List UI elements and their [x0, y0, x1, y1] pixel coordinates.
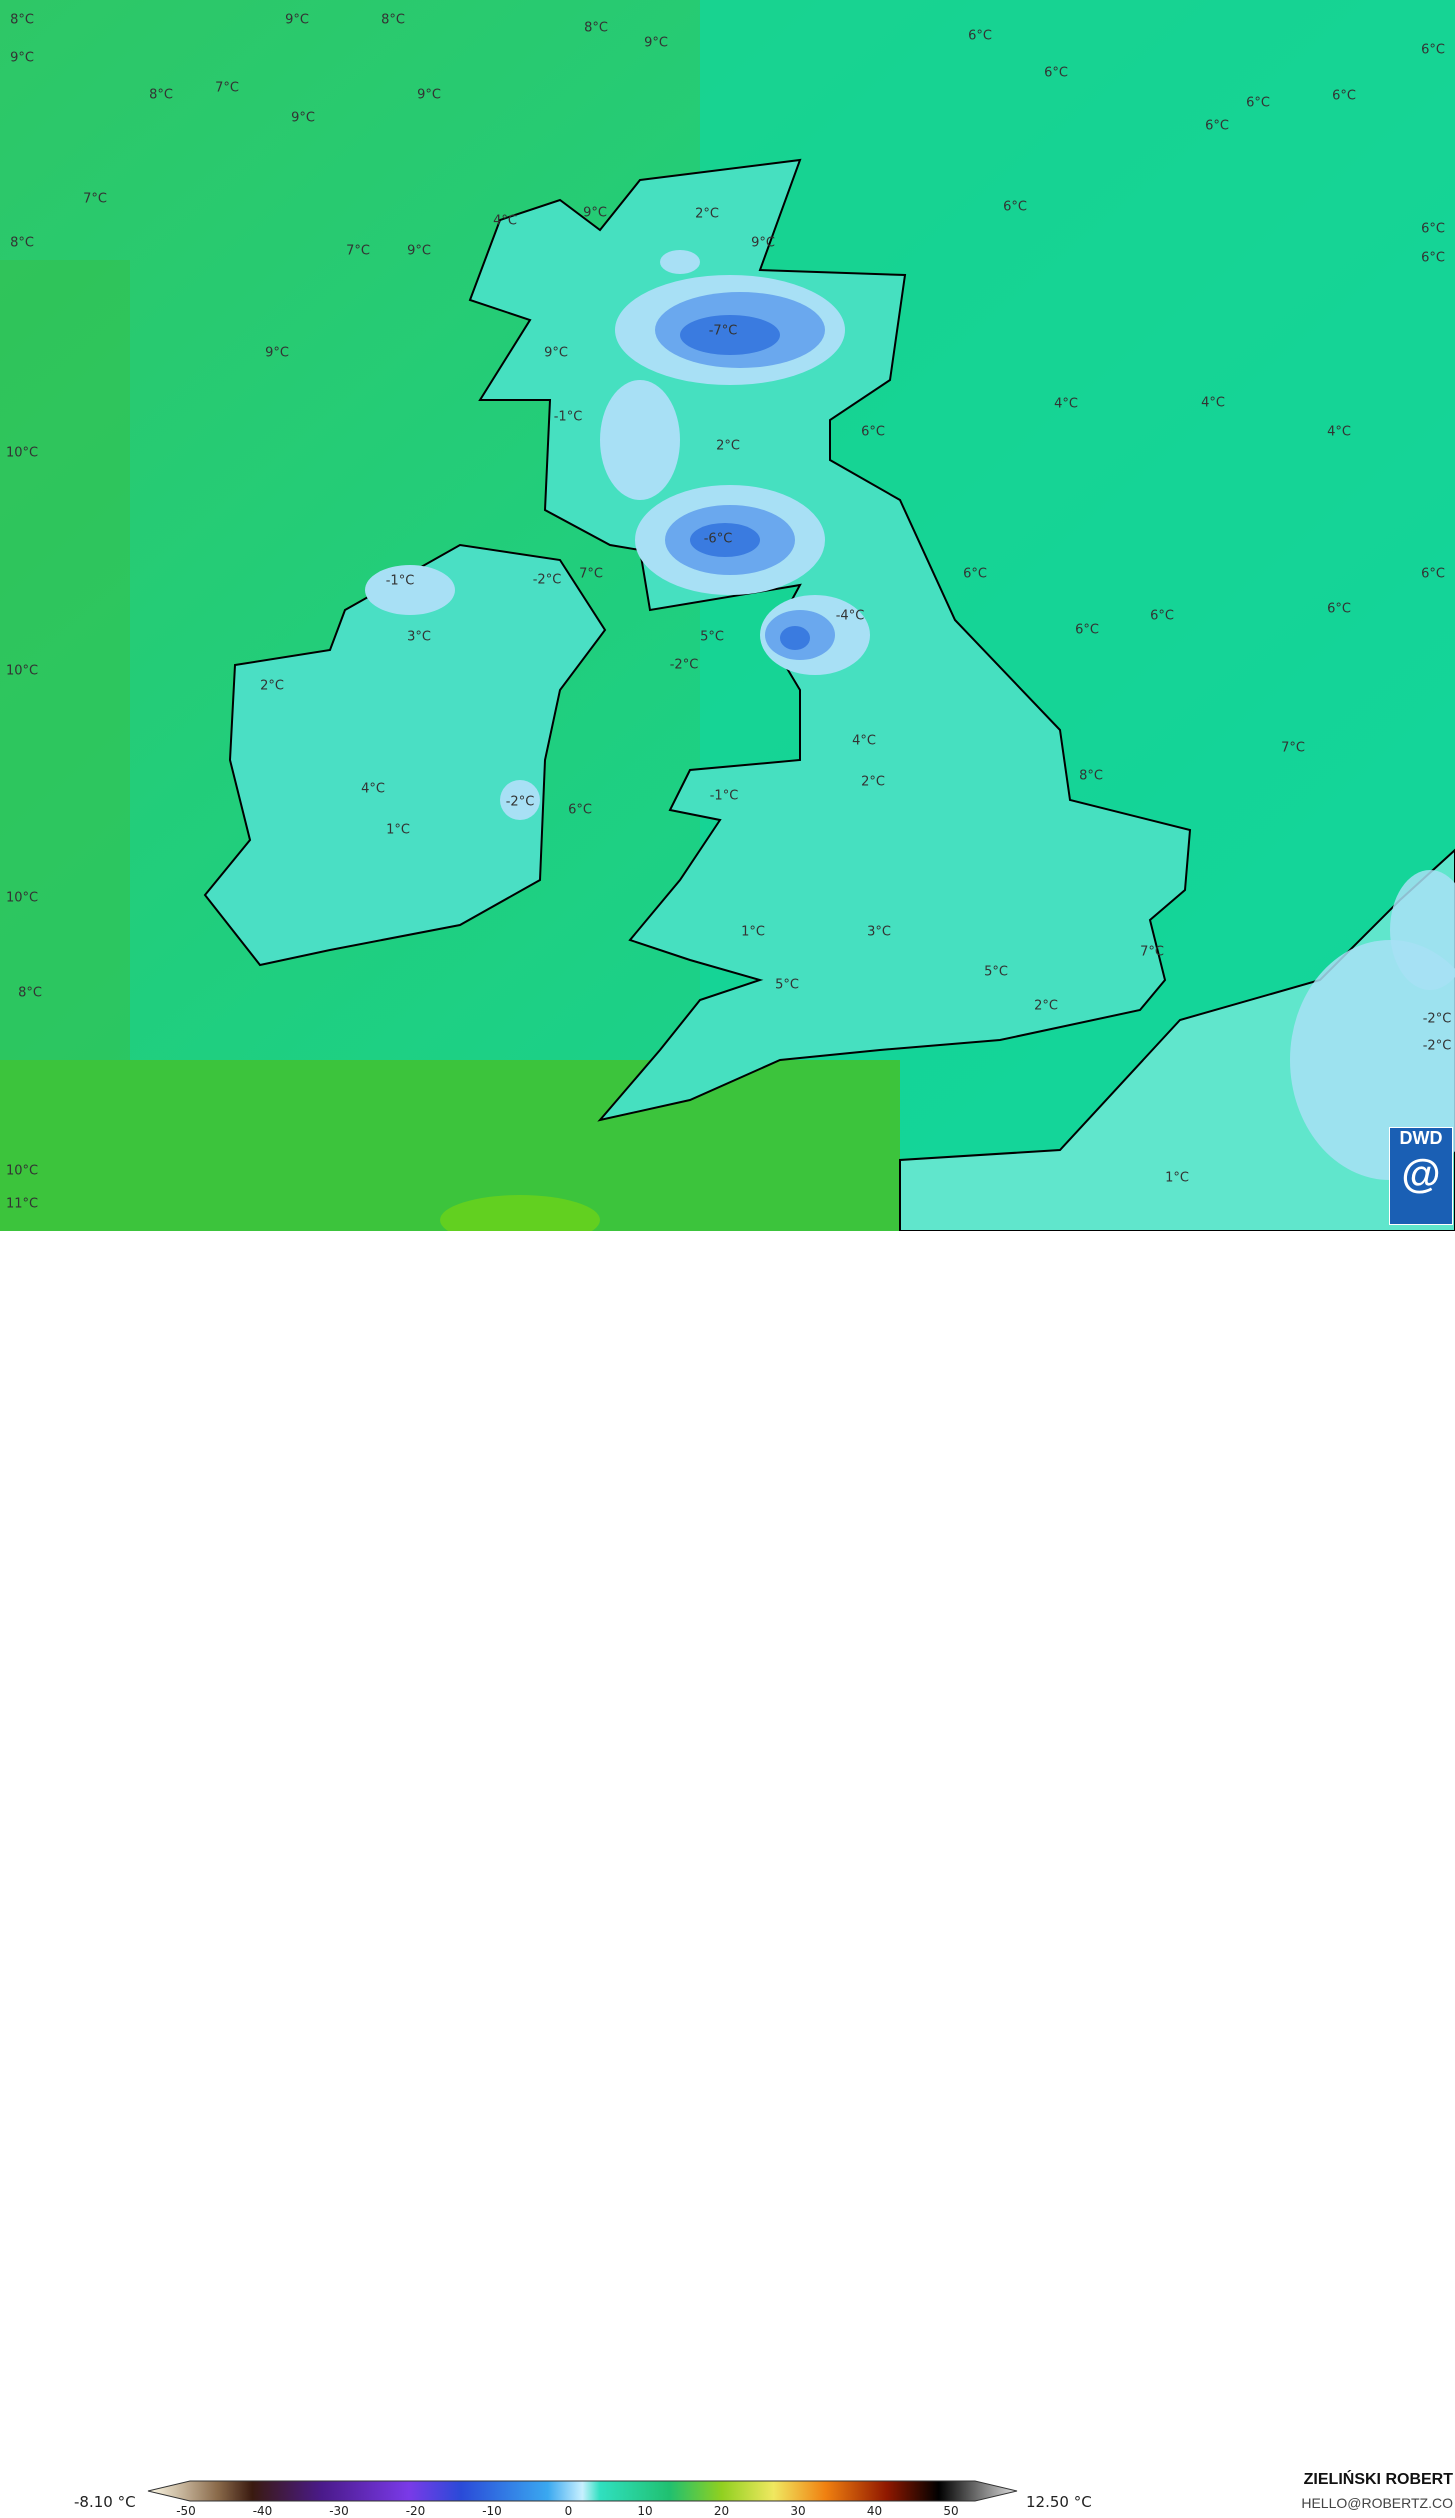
- temperature-label: 9°C: [583, 205, 607, 221]
- temperature-label: 7°C: [1140, 944, 1164, 960]
- temperature-label: 1°C: [1165, 1170, 1189, 1186]
- temperature-label: -4°C: [835, 608, 865, 624]
- temperature-label: -6°C: [703, 531, 733, 547]
- temperature-label: 8°C: [10, 12, 34, 28]
- temperature-label: 7°C: [83, 191, 107, 207]
- temperature-label: 7°C: [215, 80, 239, 96]
- temperature-label: 9°C: [265, 345, 289, 361]
- temperature-label: 8°C: [381, 12, 405, 28]
- temperature-label: 8°C: [10, 235, 34, 251]
- temperature-label: 7°C: [346, 243, 370, 259]
- temperature-label: 1°C: [386, 822, 410, 838]
- temperature-label: 6°C: [861, 424, 885, 440]
- temperature-label: 9°C: [417, 87, 441, 103]
- legend-tick: 0: [564, 2504, 573, 2518]
- legend-tick: -20: [405, 2504, 426, 2518]
- temperature-label: 6°C: [1075, 622, 1099, 638]
- temperature-label: 4°C: [1201, 395, 1225, 411]
- temperature-label: -1°C: [553, 409, 583, 425]
- temperature-label: 6°C: [1327, 601, 1351, 617]
- temperature-label: 7°C: [1281, 740, 1305, 756]
- legend-tick: -50: [176, 2504, 196, 2518]
- temperature-label: 4°C: [1327, 424, 1351, 440]
- temperature-label: -2°C: [532, 572, 562, 588]
- temperature-label: -7°C: [708, 323, 738, 339]
- temperature-label: 9°C: [644, 35, 668, 51]
- legend-tick: 50: [943, 2504, 959, 2518]
- legend-tick: 30: [790, 2504, 806, 2518]
- temperature-label: 4°C: [493, 213, 517, 229]
- temperature-label: 8°C: [1079, 768, 1103, 784]
- temperature-label: 6°C: [1044, 65, 1068, 81]
- temperature-label: -2°C: [1422, 1038, 1452, 1054]
- legend-tick: -40: [252, 2504, 273, 2518]
- temperature-map: [0, 0, 1455, 1231]
- ireland-landmass: [203, 543, 607, 967]
- temperature-label: 10°C: [5, 1163, 39, 1179]
- temperature-label: 6°C: [1421, 566, 1445, 582]
- temperature-label: 6°C: [568, 802, 592, 818]
- temperature-label: 10°C: [5, 445, 39, 461]
- temperature-label: 5°C: [775, 977, 799, 993]
- temperature-label: 6°C: [1421, 42, 1445, 58]
- temperature-label: 8°C: [18, 985, 42, 1001]
- temperature-label: 6°C: [1332, 88, 1356, 104]
- temperature-label: 2°C: [716, 438, 740, 454]
- temperature-label: 9°C: [751, 235, 775, 251]
- temperature-label: 6°C: [1421, 250, 1445, 266]
- temperature-label: 5°C: [984, 964, 1008, 980]
- temperature-label: 11°C: [5, 1196, 39, 1212]
- temperature-label: 6°C: [1205, 118, 1229, 134]
- temperature-label: 1°C: [741, 924, 765, 940]
- temperature-label: -2°C: [1422, 1011, 1452, 1027]
- temperature-label: 9°C: [291, 110, 315, 126]
- temperature-label: 10°C: [5, 663, 39, 679]
- temperature-label: 9°C: [10, 50, 34, 66]
- legend-tick: 20: [713, 2504, 730, 2518]
- legend-tick: -10: [482, 2504, 502, 2518]
- dwd-logo: DWD @: [1389, 1127, 1453, 1225]
- temperature-label: 2°C: [695, 206, 719, 222]
- legend-tick: 10: [637, 2504, 653, 2518]
- legend-max-value: 12.50 °C: [1026, 2493, 1092, 2511]
- temperature-label: 8°C: [584, 20, 608, 36]
- temperature-label: -1°C: [709, 788, 739, 804]
- temperature-label: 8°C: [149, 87, 173, 103]
- temperature-label: -2°C: [669, 657, 699, 673]
- color-legend: -8.10 °C 12.50 °C -50 -40 -30 -20 -10 0 10 20 30…: [0, 1231, 1455, 2518]
- colorbar: [147, 2480, 1018, 2502]
- temperature-label: 3°C: [867, 924, 891, 940]
- temperature-label: 6°C: [1150, 608, 1174, 624]
- temperature-label: 6°C: [963, 566, 987, 582]
- temperature-label: 6°C: [1003, 199, 1027, 215]
- temperature-label: 4°C: [1054, 396, 1078, 412]
- temperature-label: 6°C: [968, 28, 992, 44]
- temperature-label: 6°C: [1246, 95, 1270, 111]
- temperature-label: 4°C: [852, 733, 876, 749]
- temperature-label: 6°C: [1421, 221, 1445, 237]
- temperature-label: -1°C: [385, 573, 415, 589]
- legend-min-value: -8.10 °C: [74, 2493, 136, 2511]
- temperature-label: 7°C: [579, 566, 603, 582]
- temperature-label: 9°C: [285, 12, 309, 28]
- temperature-label: 9°C: [407, 243, 431, 259]
- legend-tick: -30: [329, 2504, 349, 2518]
- temperature-label: 2°C: [861, 774, 885, 790]
- temperature-label: 2°C: [260, 678, 284, 694]
- temperature-label: 5°C: [700, 629, 724, 645]
- temperature-label: 10°C: [5, 890, 39, 906]
- temperature-label: 2°C: [1034, 998, 1058, 1014]
- temperature-label: 9°C: [544, 345, 568, 361]
- temperature-label: -2°C: [505, 794, 535, 810]
- author-credit: ZIELIŃSKI ROBERT: [1303, 2471, 1453, 2488]
- temperature-label: 4°C: [361, 781, 385, 797]
- author-email: HELLO@ROBERTZ.CO: [1301, 2495, 1453, 2511]
- legend-tick: 40: [866, 2504, 883, 2518]
- temperature-label: 3°C: [407, 629, 431, 645]
